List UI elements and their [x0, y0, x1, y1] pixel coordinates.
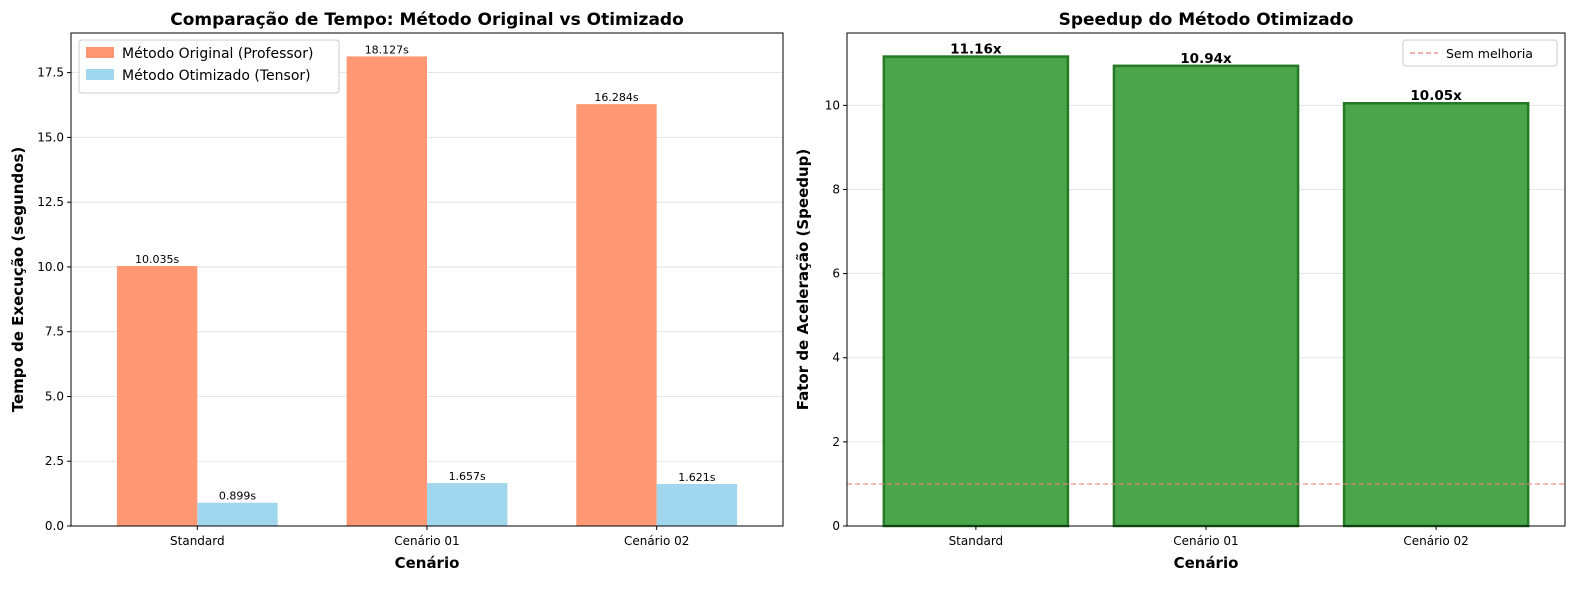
bar-original-0 — [116, 266, 198, 526]
legend-swatch — [86, 47, 114, 58]
y-tick-label: 8 — [832, 182, 840, 196]
legend-swatch — [86, 69, 114, 80]
data-label: 1.657s — [449, 470, 486, 483]
y-tick-label: 2 — [832, 435, 840, 449]
y-tick-label: 7.5 — [45, 325, 64, 339]
legend-label: Método Original (Professor) — [122, 46, 313, 62]
bar-original-1 — [346, 56, 427, 527]
chart-title: Comparação de Tempo: Método Original vs … — [170, 10, 684, 30]
speedup-bar-1 — [1112, 64, 1300, 528]
legend: Sem melhoria — [1402, 39, 1558, 67]
y-tick-label: 0.0 — [45, 519, 64, 533]
speedup-data-label: 10.05x — [1410, 88, 1462, 104]
data-label: 1.621s — [678, 471, 715, 484]
bar-optimized-1 — [427, 483, 508, 526]
legend: Método Original (Professor) Método Otimiz… — [78, 39, 340, 94]
y-tick-label: 2.5 — [45, 454, 64, 468]
y-tick-label: 6 — [832, 267, 840, 281]
x-tick-label: Standard — [170, 534, 225, 548]
x-tick-label: Cenário 02 — [1403, 534, 1468, 548]
speedup-chart: 11.16x 10.94x 10.05x 0 2 4 6 8 10 Standard Cenário… — [794, 10, 1566, 572]
data-label: 18.127s — [365, 43, 409, 56]
legend-box — [1402, 39, 1558, 67]
y-tick-label: 4 — [832, 351, 840, 365]
x-tick-label: Cenário 01 — [394, 534, 459, 548]
legend-label: Método Otimizado (Tensor) — [122, 68, 311, 84]
speedup-data-label: 11.16x — [950, 42, 1002, 58]
data-label: 10.035s — [135, 253, 179, 266]
y-tick-label: 15.0 — [37, 130, 64, 144]
y-axis-label: Tempo de Execução (segundos) — [9, 147, 27, 413]
y-tick-label: 0 — [832, 519, 840, 533]
speedup-bar-0 — [882, 55, 1070, 528]
y-tick-label: 10 — [825, 98, 840, 112]
speedup-bar-2 — [1342, 101, 1530, 528]
bar-original-2 — [576, 104, 657, 526]
x-axis-label: Cenário — [1174, 554, 1239, 572]
y-tick-label: 17.5 — [37, 66, 64, 80]
data-label: 16.284s — [594, 91, 638, 104]
legend-label: Sem melhoria — [1446, 46, 1533, 61]
x-tick-label: Cenário 01 — [1173, 534, 1238, 548]
legend-box — [78, 39, 340, 94]
speedup-data-label: 10.94x — [1180, 51, 1232, 67]
x-axis-label: Cenário — [395, 554, 460, 572]
bar-optimized-0 — [197, 502, 278, 526]
chart-title: Speedup do Método Otimizado — [1059, 10, 1354, 30]
x-tick-label: Cenário 02 — [624, 534, 689, 548]
time-comparison-chart: 10.035s 18.127s 16.284s 0.899s 1.657s 1.621s 0… — [9, 10, 784, 572]
bar-optimized-2 — [656, 484, 738, 526]
y-tick-label: 10.0 — [37, 260, 64, 274]
y-tick-label: 12.5 — [37, 195, 64, 209]
x-tick-label: Standard — [949, 534, 1004, 548]
y-tick-label: 5.0 — [45, 389, 64, 403]
data-label: 0.899s — [219, 490, 256, 503]
y-axis-label: Fator de Aceleração (Speedup) — [794, 149, 812, 411]
